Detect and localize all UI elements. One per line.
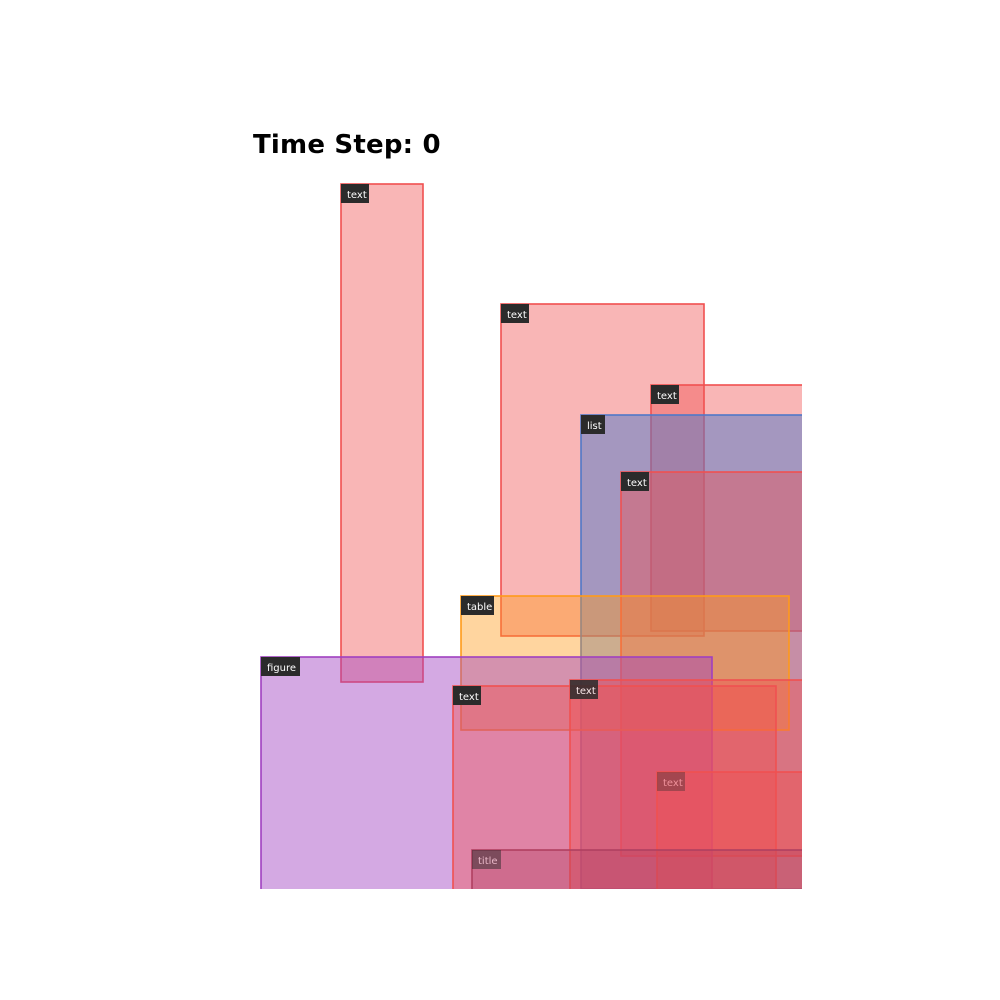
region-table-1-tag-background [461,596,494,615]
region-text-6-tag-label: text [576,686,596,697]
region-text-6-tag-background [570,680,598,699]
page-title: Time Step: 0 [253,130,441,160]
region-figure-1-tag: figure [261,657,300,676]
region-list-1-tag: list [581,415,605,434]
region-text-3-tag: text [651,385,679,404]
region-text-5-tag: text [453,686,481,705]
region-text-5: text [452,685,777,889]
region-table-1: table [460,595,790,731]
region-text-4-tag: text [621,472,649,491]
region-text-6-tag: text [570,680,598,699]
region-text-1: text [340,183,424,683]
region-title-1: title [471,849,802,889]
region-list-1: list [580,414,802,889]
region-table-1-tag: table [461,596,494,615]
region-title-1-box [471,849,802,889]
region-text-3-tag-label: text [657,391,677,402]
region-figure-1-tag-label: figure [267,663,296,674]
region-text-5-tag-background [453,686,481,705]
region-text-1-tag-label: text [347,190,367,201]
region-title-1-tag: title [472,850,501,869]
region-text-2-tag-background [501,304,529,323]
region-text-3-tag-background [651,385,679,404]
region-text-5-tag-label: text [459,692,479,703]
region-text-4-tag-background [621,472,649,491]
region-text-5-box [452,685,777,889]
region-list-1-tag-label: list [587,421,602,432]
region-list-1-box [580,414,802,889]
region-text-7-tag-label: text [663,778,683,789]
region-list-1-tag-background [581,415,605,434]
region-text-7-tag: text [657,772,685,791]
region-text-2-tag: text [501,304,529,323]
region-text-6-box [569,679,802,889]
region-text-1-tag: text [341,184,369,203]
region-title-1-tag-label: title [478,856,498,867]
region-text-1-box [340,183,424,683]
region-text-1-tag-background [341,184,369,203]
region-title-1-tag-background [472,850,501,869]
region-text-6: text [569,679,802,889]
regions-layer: text text text list text table figure text text t… [260,183,802,889]
region-text-7: text [656,771,802,889]
region-table-1-box [460,595,790,731]
region-figure-1-tag-background [261,657,300,676]
region-text-7-box [656,771,802,889]
region-text-4-tag-label: text [627,478,647,489]
region-text-7-tag-background [657,772,685,791]
region-table-1-tag-label: table [467,602,492,613]
region-text-2-tag-label: text [507,310,527,321]
